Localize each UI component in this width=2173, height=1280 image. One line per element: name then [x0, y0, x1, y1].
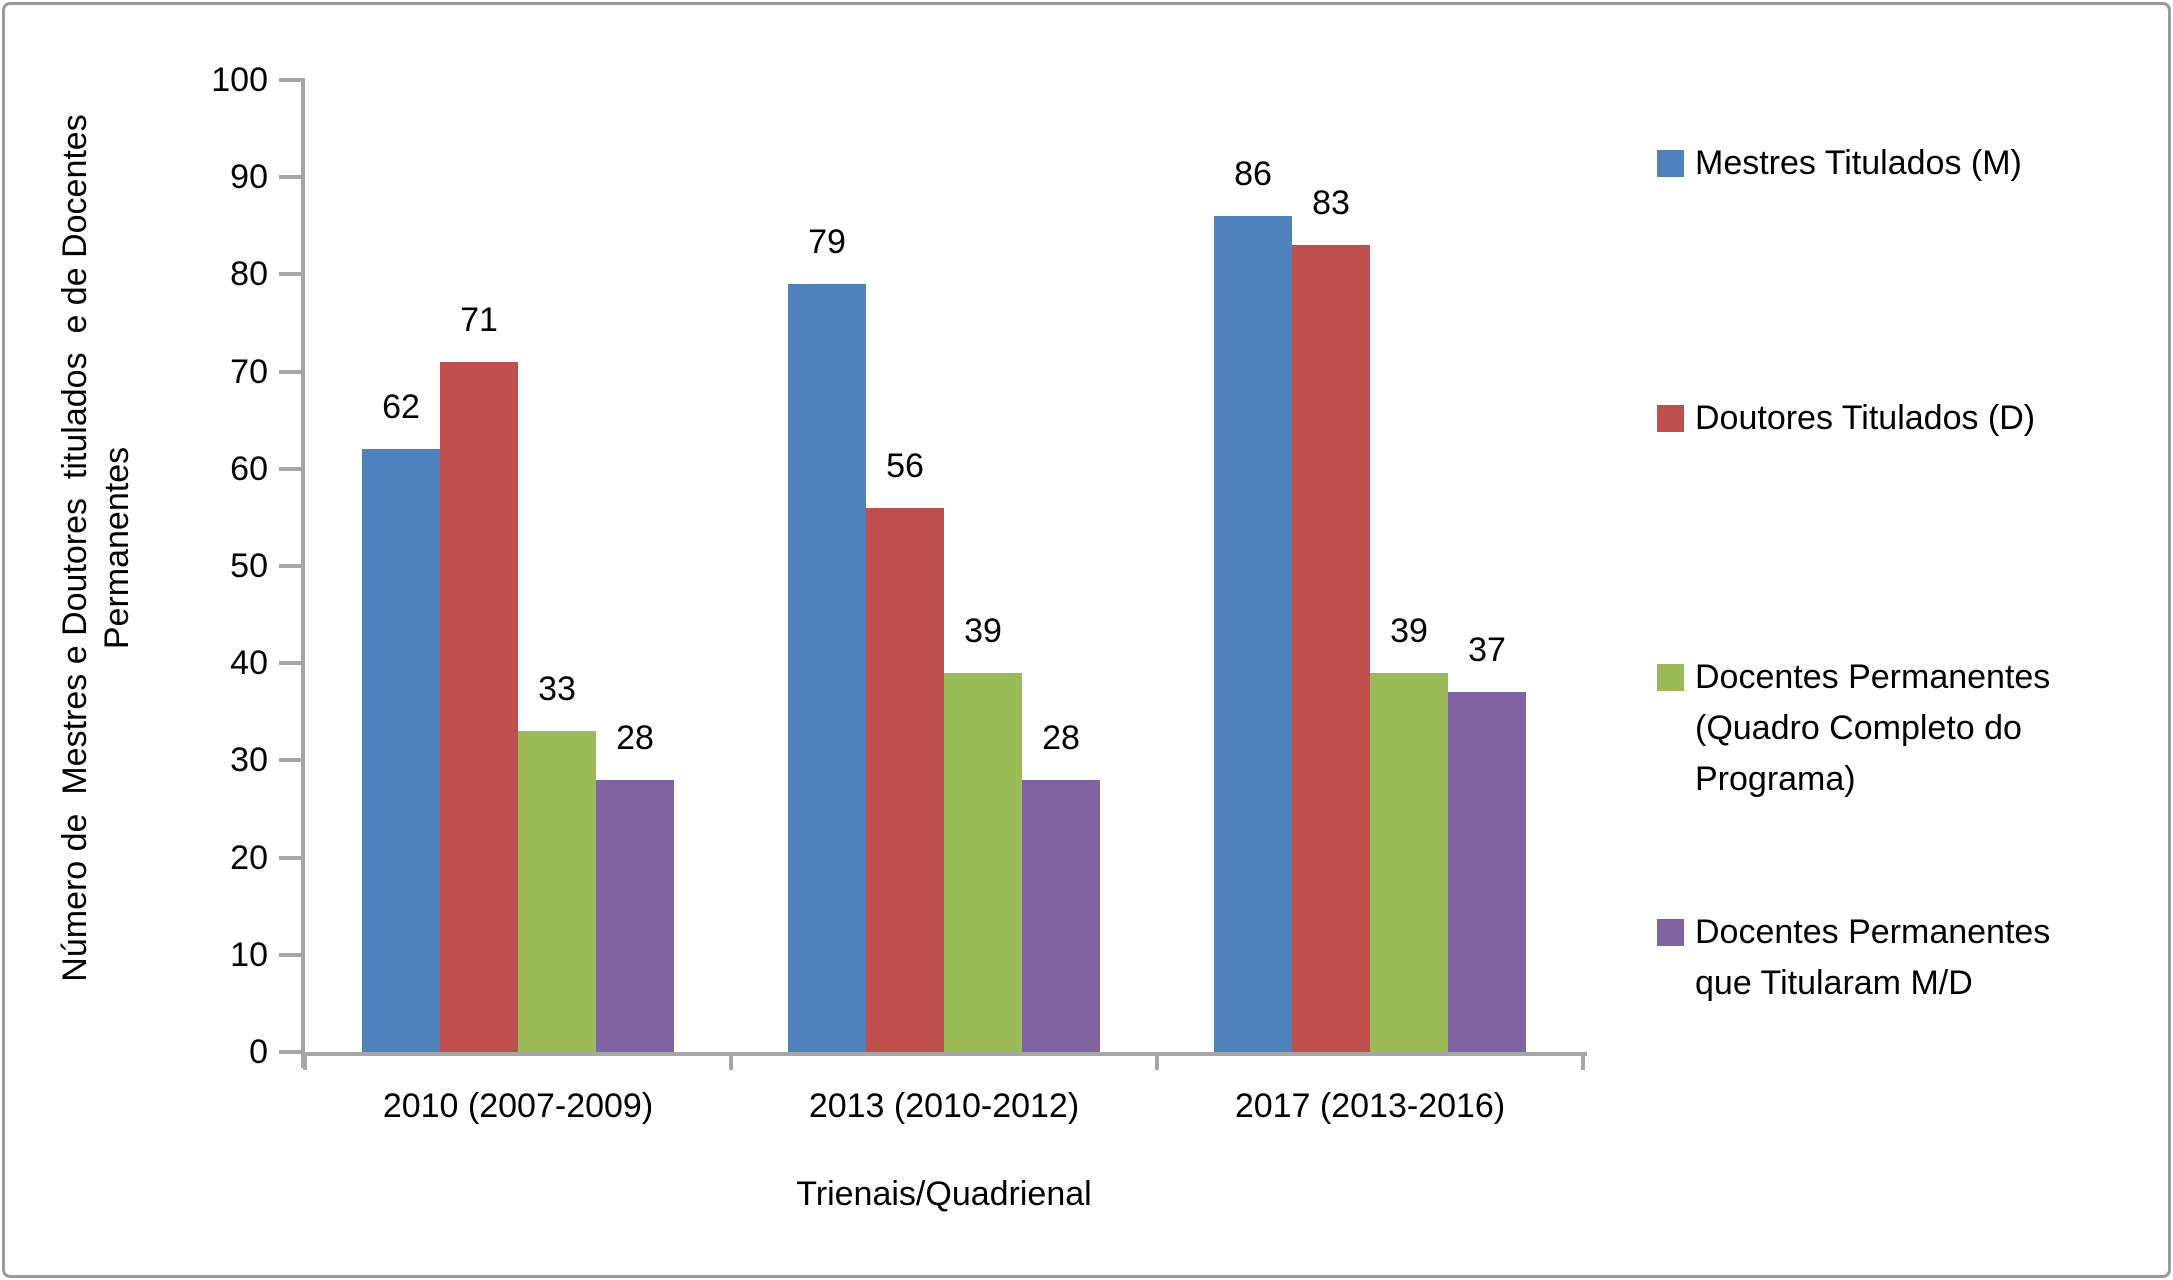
y-tick-label: 50 [230, 547, 268, 585]
bar-value-label: 56 [886, 446, 924, 485]
y-axis-tick [279, 564, 301, 568]
y-tick-label: 10 [230, 935, 268, 974]
bar-value-label: 37 [1468, 631, 1506, 670]
bar-3-doutores-titulados-d [1292, 245, 1370, 1052]
x-axis-title: Trienais/Quadrienal [796, 1175, 1092, 1213]
y-axis-tick [279, 466, 301, 471]
y-axis-tick [279, 78, 301, 82]
y-tick-label: 90 [230, 158, 268, 197]
y-axis-tick [279, 1050, 301, 1054]
bar-2-mestres-titulados-m [788, 284, 866, 1052]
bar-value-label: 79 [808, 223, 846, 262]
y-axis-tick [279, 952, 301, 957]
y-tick-label: 40 [230, 644, 268, 683]
bar-1-docentes-permanentes-que-titularam-m-d [596, 779, 674, 1052]
y-axis-line [301, 78, 305, 1068]
y-axis-tick [279, 855, 301, 860]
bar-value-label: 39 [964, 611, 1002, 650]
y-axis-tick [279, 758, 301, 763]
bar-2-docentes-permanentes-que-titularam-m-d [1022, 779, 1100, 1052]
y-tick-label: 60 [230, 449, 268, 488]
y-tick-label: 20 [230, 838, 268, 877]
bar-1-docentes-permanentes-quadro-completo-do-programa [518, 731, 596, 1052]
x-category-label: 2010 (2007-2009) [382, 1087, 654, 1125]
bar-value-label: 39 [1390, 611, 1428, 650]
y-tick-label: 80 [230, 255, 268, 294]
y-axis-tick [279, 369, 301, 374]
y-axis-tick [279, 175, 301, 180]
x-axis-tick [1155, 1052, 1159, 1070]
bar-1-doutores-titulados-d [440, 361, 518, 1052]
bar-value-label: 86 [1234, 155, 1272, 194]
bar-1-mestres-titulados-m [362, 449, 440, 1052]
y-tick-label: 30 [230, 741, 268, 780]
bar-3-docentes-permanentes-quadro-completo-do-programa [1370, 672, 1448, 1052]
y-axis-tick [279, 661, 301, 666]
x-axis-tick [1581, 1052, 1585, 1070]
y-tick-label: 100 [211, 61, 268, 99]
x-axis-tick [729, 1052, 733, 1070]
y-tick-label: 70 [230, 352, 268, 391]
x-category-label: 2017 (2013-2016) [1234, 1087, 1506, 1125]
bar-value-label: 62 [382, 388, 420, 427]
x-axis-line [301, 1052, 1587, 1056]
bar-3-mestres-titulados-m [1214, 216, 1292, 1052]
x-axis-tick [303, 1052, 307, 1070]
y-axis-tick [279, 272, 301, 277]
bar-value-label: 71 [460, 300, 498, 339]
bar-value-label: 28 [1042, 718, 1080, 757]
x-category-label: 2013 (2010-2012) [808, 1087, 1080, 1125]
bar-value-label: 28 [616, 718, 654, 757]
bar-value-label: 33 [538, 670, 576, 709]
y-tick-label: 0 [249, 1033, 268, 1071]
bar-value-label: 83 [1312, 184, 1350, 223]
bar-3-docentes-permanentes-que-titularam-m-d [1448, 692, 1526, 1052]
bar-2-docentes-permanentes-quadro-completo-do-programa [944, 672, 1022, 1052]
bar-2-doutores-titulados-d [866, 507, 944, 1052]
